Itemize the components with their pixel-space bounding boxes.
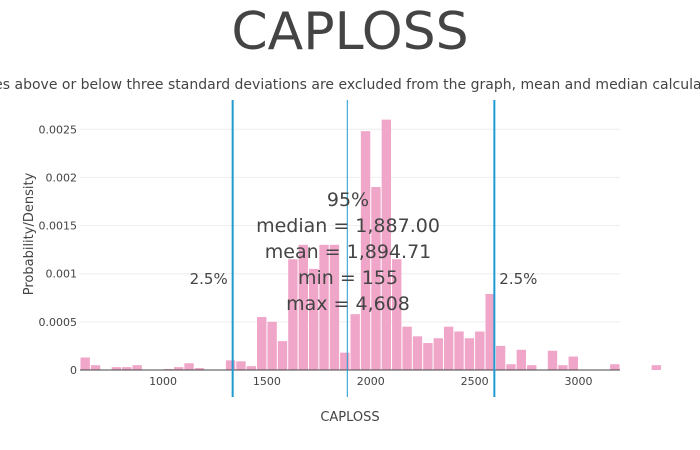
percentile-label: 2.5% <box>499 270 537 288</box>
histogram-bar <box>80 357 90 370</box>
histogram-bar <box>308 268 319 370</box>
histogram-bar <box>184 363 194 370</box>
x-tick-label: 2500 <box>461 375 489 388</box>
y-tick-label: 0.0005 <box>39 316 78 329</box>
histogram-bar <box>392 259 402 370</box>
x-tick-label: 3000 <box>564 375 592 388</box>
histogram-bar <box>610 364 620 370</box>
stats-annotation-line: mean = 1,894.71 <box>265 241 432 263</box>
histogram-bar <box>340 352 350 370</box>
y-tick-label: 0.0015 <box>39 220 78 233</box>
histogram-bar <box>132 365 142 370</box>
histogram-bar <box>485 293 495 370</box>
gridlines <box>80 128 620 323</box>
histogram-bars <box>80 119 662 370</box>
x-axis-title: CAPLOSS <box>320 410 379 425</box>
annotations: 2.5% 2.5% 95% median = 1,887.00 mean = 1,894… <box>190 189 538 315</box>
stats-annotation-line: median = 1,887.00 <box>256 215 440 237</box>
chart-subtitle-container: Values above or below three standard dev… <box>0 77 700 99</box>
histogram-bar <box>288 259 298 370</box>
histogram-bar <box>122 367 132 370</box>
histogram-bar <box>298 244 308 370</box>
stats-annotation-line: max = 4,608 <box>286 293 410 315</box>
histogram-bar <box>495 345 506 370</box>
histogram-bar <box>371 187 381 370</box>
histogram-bar <box>111 367 122 370</box>
histogram-bar <box>360 131 371 370</box>
histogram-bar <box>527 365 537 370</box>
histogram-bar <box>329 244 340 370</box>
histogram-bar <box>236 361 246 370</box>
histogram-bar <box>475 331 485 370</box>
stats-annotation-line: min = 155 <box>298 267 398 289</box>
histogram-bar <box>277 341 288 370</box>
histogram-bar <box>547 350 558 370</box>
histogram-bar <box>225 360 236 370</box>
histogram-bar <box>506 364 516 370</box>
histogram-bar <box>651 365 662 370</box>
histogram-bar <box>423 343 433 370</box>
histogram-bar <box>350 314 360 370</box>
histogram-bar <box>381 119 392 370</box>
histogram-bar <box>246 366 257 370</box>
x-tick-label: 2000 <box>357 375 385 388</box>
histogram-bar <box>454 331 464 370</box>
y-tick-label: 0 <box>70 364 77 377</box>
histogram-bar <box>173 367 184 370</box>
histogram-bar <box>433 338 443 370</box>
stats-annotation-line: 95% <box>327 189 369 211</box>
histogram-bar <box>194 368 205 370</box>
y-tick-label: 0.002 <box>46 171 78 184</box>
histogram-bar <box>516 349 527 370</box>
x-tick-label: 1500 <box>253 375 281 388</box>
tick-labels: 0 0.0005 0.001 0.0015 0.002 0.0025 1000 1500 200… <box>39 123 593 388</box>
chart-title: CAPLOSS <box>231 2 469 62</box>
y-tick-label: 0.0025 <box>39 123 78 136</box>
x-tick-label: 1000 <box>149 375 177 388</box>
histogram-bar <box>319 244 329 370</box>
histogram-bar <box>443 326 454 370</box>
histogram-bar <box>568 356 578 370</box>
histogram-bar <box>464 338 475 370</box>
histogram-bar <box>412 336 423 370</box>
reference-lines <box>231 100 496 397</box>
histogram-bar <box>257 317 267 370</box>
percentile-label: 2.5% <box>190 270 228 288</box>
histogram-bar <box>402 326 412 370</box>
y-tick-label: 0.001 <box>46 268 78 281</box>
histogram-bar <box>90 365 101 370</box>
histogram-bar <box>558 365 568 370</box>
histogram-bar <box>267 321 277 370</box>
y-axis-title: Probability/Density <box>22 172 37 295</box>
chart-subtitle: Values above or below three standard dev… <box>0 77 700 93</box>
